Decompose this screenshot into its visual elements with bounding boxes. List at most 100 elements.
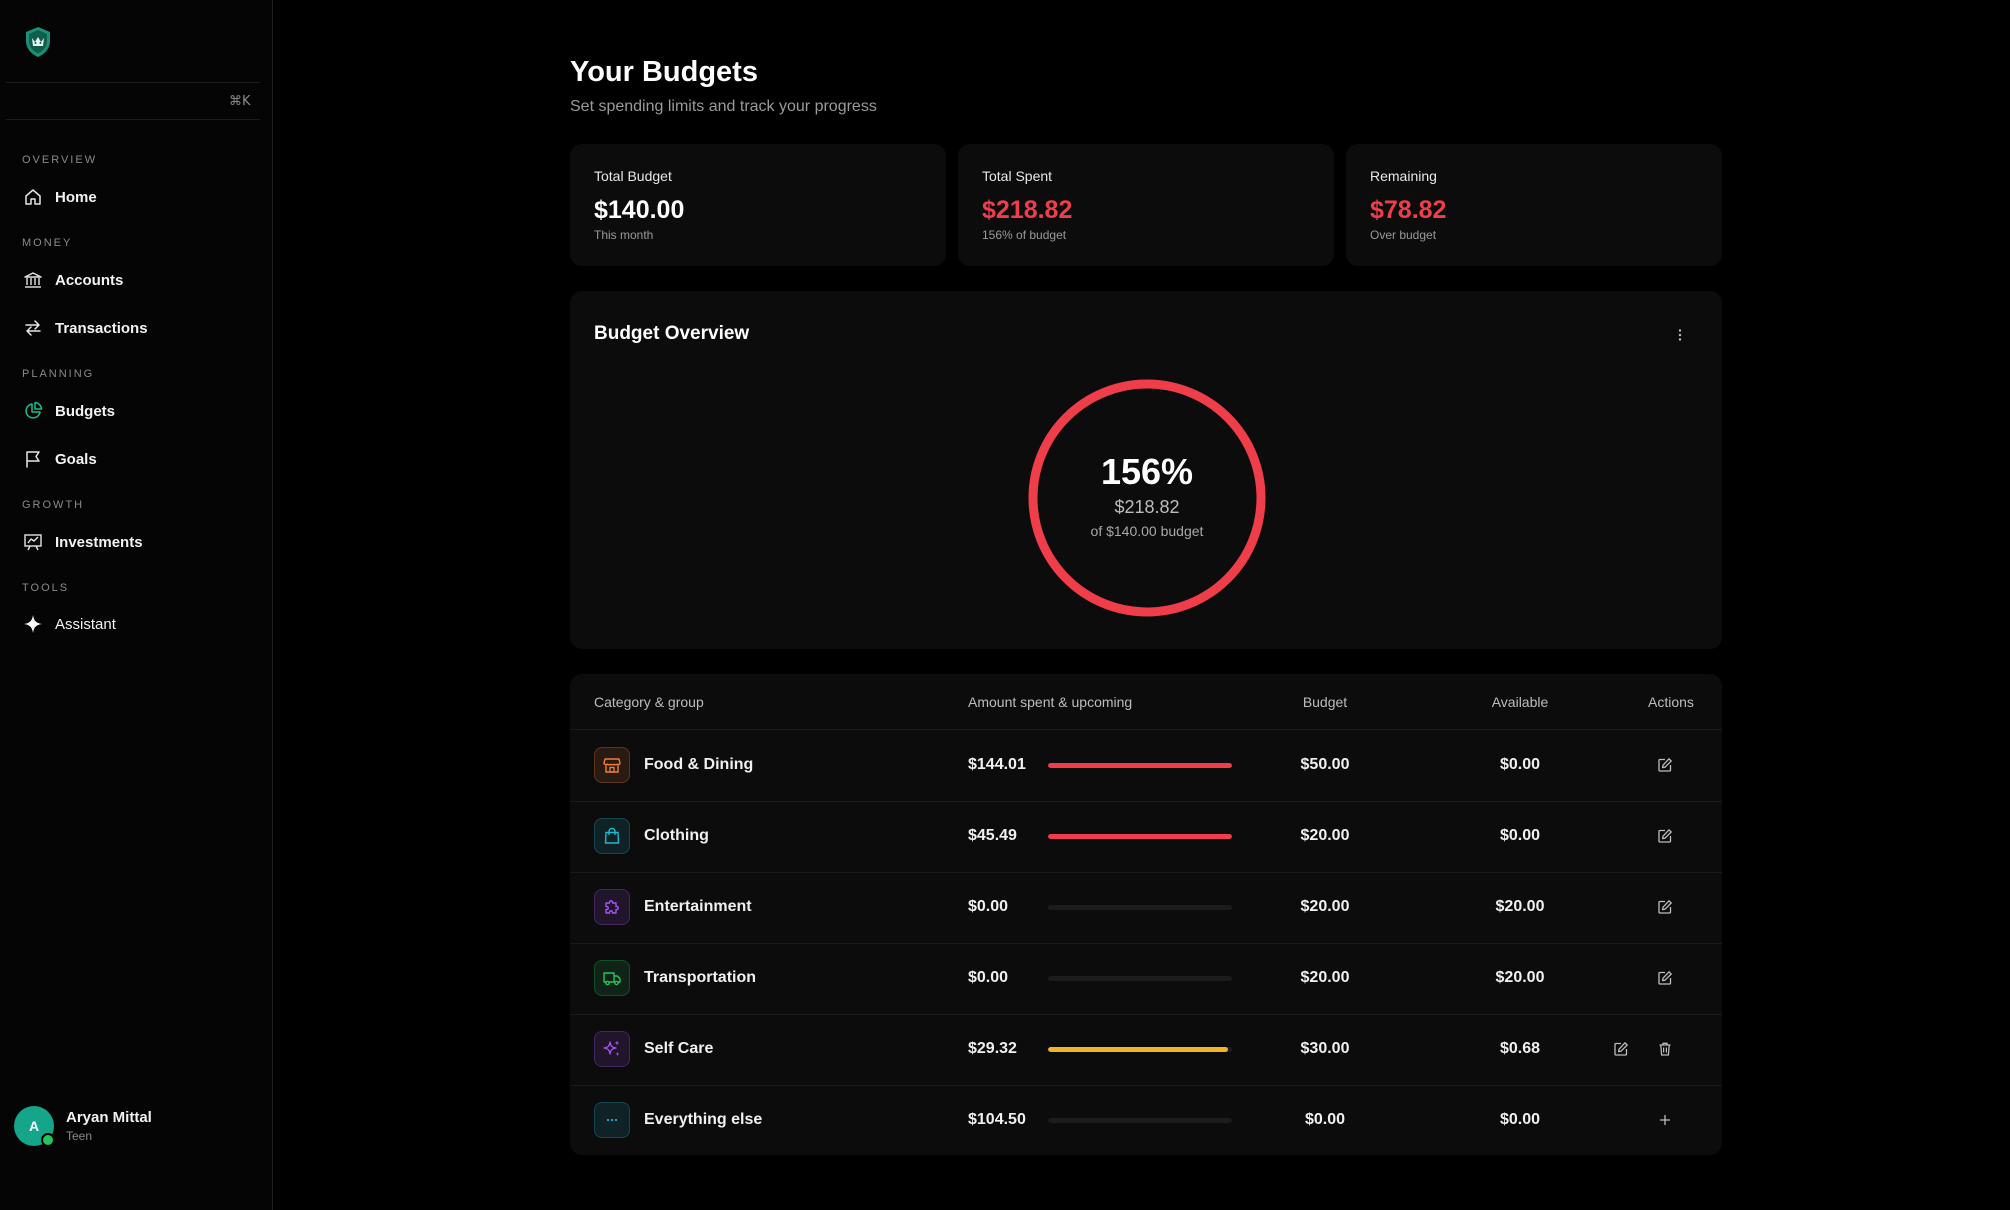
overview-spent: $218.82 <box>1114 497 1180 517</box>
nav-section-overview: OVERVIEW <box>22 154 98 166</box>
spend-progress-fill <box>1048 1047 1228 1052</box>
amount-spent: $29.32 <box>968 1040 1017 1057</box>
column-header-budget: Budget <box>1302 694 1348 710</box>
spend-progress-bar <box>1048 905 1232 910</box>
stat-card-total-budget: Total Budget $140.00 This month <box>570 144 946 266</box>
edit-icon[interactable] <box>1654 825 1676 847</box>
sidebar-item-accounts[interactable]: Accounts <box>14 262 260 298</box>
sidebar-item-label: Transactions <box>55 319 148 337</box>
table-row: Food & Dining $144.01 $50.00 $0.00 <box>570 730 1722 802</box>
sidebar-item-label: Goals <box>55 450 97 468</box>
user-name: Aryan Mittal <box>66 1109 152 1126</box>
ring-progress-arc <box>1028 379 1266 617</box>
amount-spent: $45.49 <box>968 827 1017 844</box>
sidebar-item-label: Investments <box>55 533 143 551</box>
avatar-initial: A <box>28 1118 40 1134</box>
shield-logo-icon[interactable] <box>24 26 52 58</box>
more-vertical-icon[interactable] <box>1674 327 1686 343</box>
budget-amount[interactable]: $50.00 <box>1300 756 1350 773</box>
stat-caption: Over budget <box>1370 228 1437 242</box>
amount-spent: $0.00 <box>968 898 1009 915</box>
stat-caption: This month <box>594 228 654 242</box>
edit-icon[interactable] <box>1610 1038 1632 1060</box>
budget-amount[interactable]: $30.00 <box>1300 1040 1350 1057</box>
budget-overview-card: Budget Overview 156% $218.82 of $140.00 … <box>570 291 1722 649</box>
user-role: Teen <box>66 1129 93 1143</box>
search-shortcut: ⌘K <box>229 93 251 109</box>
spend-progress-bar <box>1048 1047 1232 1052</box>
spend-progress-bar <box>1048 763 1232 768</box>
spend-progress-fill <box>1048 834 1232 839</box>
edit-icon[interactable] <box>1654 754 1676 776</box>
nav-section-growth: GROWTH <box>22 499 85 511</box>
stat-card-total-spent: Total Spent $218.82 156% of budget <box>958 144 1334 266</box>
table-row: Everything else $104.50 $0.00 $0.00 <box>570 1085 1722 1156</box>
sidebar-item-home[interactable]: Home <box>14 179 260 215</box>
sidebar-item-transactions[interactable]: Transactions <box>14 310 260 346</box>
page-title: Your Budgets <box>570 56 758 88</box>
user-profile[interactable]: A Aryan Mittal Teen <box>14 1104 264 1148</box>
table-row: Self Care $29.32 $30.00 $0.68 <box>570 1014 1722 1086</box>
flag-icon <box>22 448 44 470</box>
stat-value: $218.82 <box>982 196 1073 224</box>
category-name: Entertainment <box>644 898 752 915</box>
amount-spent: $144.01 <box>968 756 1026 773</box>
shopping-bag-icon <box>594 818 630 854</box>
available-amount: $0.00 <box>1499 1111 1541 1128</box>
stat-label: Total Spent <box>982 168 1053 184</box>
nav-section-tools: TOOLS <box>22 582 70 594</box>
sidebar-item-label: Accounts <box>55 271 124 289</box>
budget-amount[interactable]: $20.00 <box>1300 827 1350 844</box>
sidebar-item-assistant[interactable]: Assistant <box>14 606 260 642</box>
trash-icon[interactable] <box>1654 1038 1676 1060</box>
budget-table: Category & group Amount spent & upcoming… <box>570 674 1722 1155</box>
page-subtitle: Set spending limits and track your progr… <box>570 98 877 115</box>
spend-progress-fill <box>1048 763 1232 768</box>
table-row: Transportation $0.00 $20.00 $20.00 <box>570 943 1722 1015</box>
pie-chart-icon <box>22 400 44 422</box>
column-header-amount: Amount spent & upcoming <box>968 694 1133 710</box>
avatar[interactable]: A <box>14 1106 55 1147</box>
nav-section-planning: PLANNING <box>22 368 95 380</box>
budget-amount[interactable]: $20.00 <box>1300 969 1350 986</box>
edit-icon[interactable] <box>1654 967 1676 989</box>
plus-icon[interactable] <box>1654 1109 1676 1131</box>
overview-title: Budget Overview <box>594 323 750 344</box>
stat-label: Remaining <box>1370 168 1437 184</box>
available-amount: $0.00 <box>1499 756 1541 773</box>
budget-amount[interactable]: $20.00 <box>1300 898 1350 915</box>
spend-progress-bar <box>1048 1118 1232 1123</box>
table-row: Clothing $45.49 $20.00 $0.00 <box>570 801 1722 873</box>
stat-card-remaining: Remaining $78.82 Over budget <box>1346 144 1722 266</box>
stat-value: $78.82 <box>1370 196 1447 224</box>
chart-board-icon <box>22 531 44 553</box>
more-horizontal-icon <box>594 1102 630 1138</box>
available-amount: $0.68 <box>1499 1040 1541 1057</box>
available-amount: $20.00 <box>1495 898 1545 915</box>
search-input[interactable] <box>26 85 229 117</box>
stat-caption: 156% of budget <box>982 228 1067 242</box>
spend-progress-bar <box>1048 976 1232 981</box>
amount-spent: $104.50 <box>968 1111 1026 1128</box>
overview-percent: 156% <box>1100 451 1194 492</box>
edit-icon[interactable] <box>1654 896 1676 918</box>
table-row: Entertainment $0.00 $20.00 $20.00 <box>570 872 1722 944</box>
home-icon <box>22 186 44 208</box>
category-name: Food & Dining <box>644 756 754 773</box>
available-amount: $0.00 <box>1499 827 1541 844</box>
category-name: Everything else <box>644 1111 763 1128</box>
category-name: Transportation <box>644 969 757 986</box>
sidebar-item-goals[interactable]: Goals <box>14 441 260 477</box>
storefront-icon <box>594 747 630 783</box>
sidebar-item-label: Home <box>55 188 97 206</box>
stat-label: Total Budget <box>594 168 672 184</box>
budget-progress-ring <box>1028 379 1266 617</box>
sidebar-item-label: Assistant <box>55 615 116 633</box>
budget-amount[interactable]: $0.00 <box>1304 1111 1346 1128</box>
category-name: Self Care <box>644 1040 714 1057</box>
sidebar-item-investments[interactable]: Investments <box>14 524 260 560</box>
spend-progress-bar <box>1048 834 1232 839</box>
puzzle-icon <box>594 889 630 925</box>
sidebar-item-budgets[interactable]: Budgets <box>14 393 260 429</box>
available-amount: $20.00 <box>1495 969 1545 986</box>
